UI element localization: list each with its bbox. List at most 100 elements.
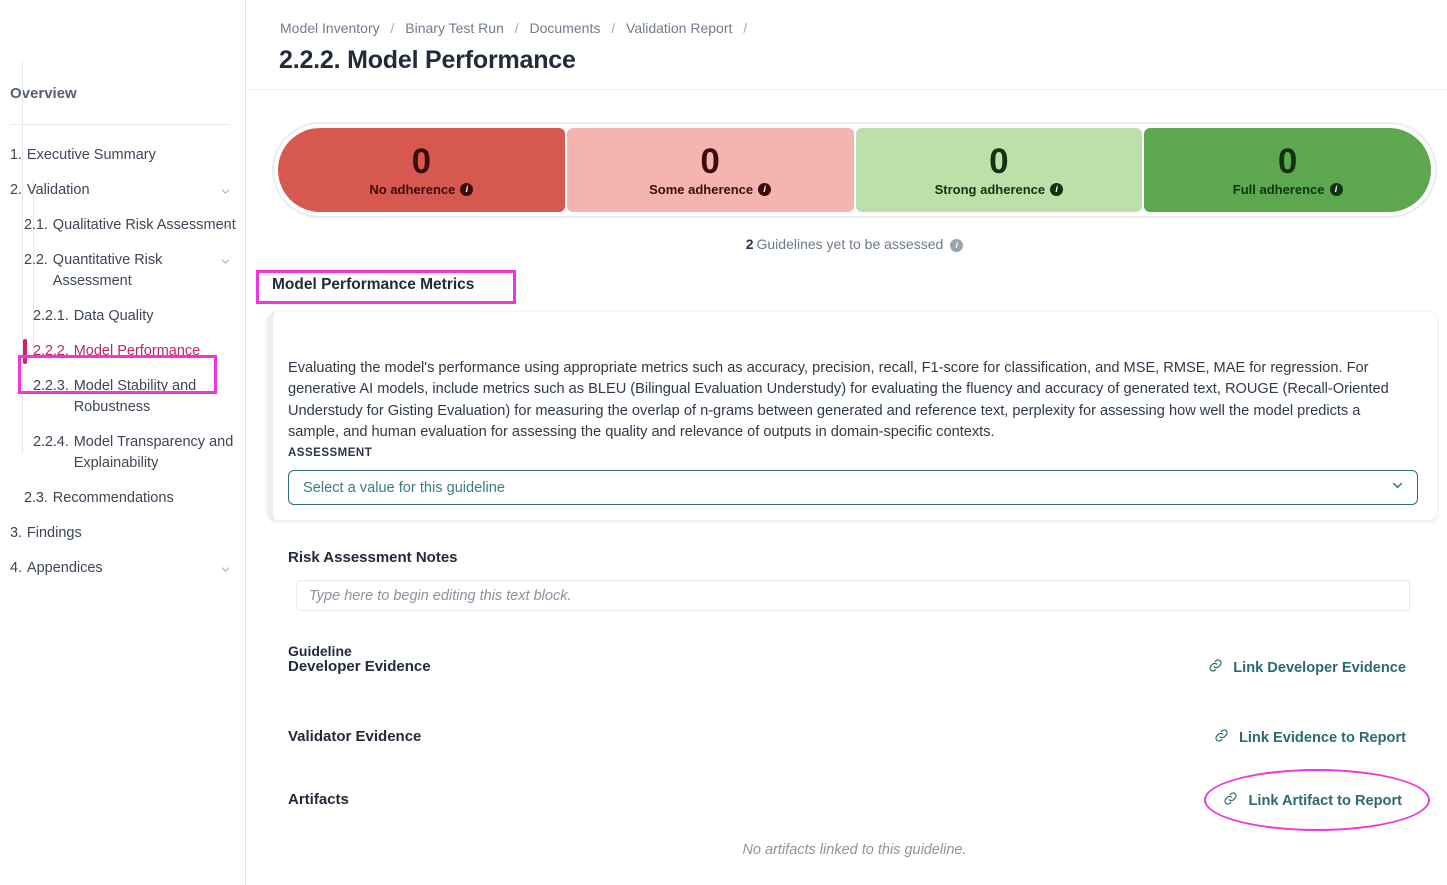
item-number: 1. <box>10 147 22 163</box>
assessment-select-placeholder: Select a value for this guideline <box>303 479 506 496</box>
sidebar-item-data-quality[interactable]: 2.2.1. Data Quality <box>0 306 246 327</box>
artifacts-empty-message: No artifacts linked to this guideline. <box>742 842 967 858</box>
assessment-label: ASSESSMENT <box>288 447 373 459</box>
pending-count: 2 <box>745 236 754 252</box>
sidebar-item-model-transparency-and-explainability[interactable]: 2.2.4. Model Transparency and Explainabi… <box>0 432 246 474</box>
link-artifact-to-report-button[interactable]: Link Artifact to Report <box>1222 790 1402 811</box>
item-label: Model Stability and Robustness <box>73 378 197 415</box>
item-label: Model Performance <box>73 343 201 359</box>
assessment-select[interactable]: Select a value for this guideline <box>288 470 1418 505</box>
breadcrumb-separator: / <box>514 20 519 36</box>
outline-guide-line-level3 <box>33 180 34 357</box>
breadcrumb-item-validation-report[interactable]: Validation Report <box>626 20 733 36</box>
adherence-segment-strong-adherence[interactable]: 0 Strong adherence i <box>855 128 1143 212</box>
link-evidence-to-report-button[interactable]: Link Evidence to Report <box>1213 727 1406 748</box>
segment-count: 0 <box>989 141 1009 181</box>
sidebar-item-validation[interactable]: 2. Validation <box>0 180 246 201</box>
sidebar-item-model-performance[interactable]: 2.2.2. Model Performance <box>0 339 246 364</box>
info-icon[interactable]: i <box>758 182 772 196</box>
breadcrumb-separator: / <box>390 20 395 36</box>
chevron-down-icon[interactable] <box>219 562 232 583</box>
info-icon[interactable]: i <box>950 238 964 252</box>
link-developer-evidence-label: Link Developer Evidence <box>1233 659 1406 676</box>
outline-nav: 1. Executive Summary 2. Validation 2.1. … <box>0 145 246 593</box>
segment-count: 0 <box>1277 141 1298 181</box>
chevron-down-icon[interactable] <box>1390 478 1405 498</box>
item-label: Model Transparency and Explainability <box>73 434 234 471</box>
segment-label-wrap: No adherence i <box>369 181 474 197</box>
artifacts-title: Artifacts <box>288 791 349 808</box>
info-icon[interactable]: i <box>460 182 474 196</box>
sidebar-item-quantitative-risk-assessment[interactable]: 2.2. Quantitative Risk Assessment <box>0 250 246 292</box>
sidebar-item-appendices[interactable]: 4. Appendices <box>0 558 246 579</box>
item-label: Findings <box>26 525 82 541</box>
item-number: 2.1. <box>24 217 48 233</box>
item-number: 2.2. <box>24 252 48 268</box>
overview-label: Overview <box>10 85 77 102</box>
sidebar-divider <box>10 124 230 125</box>
chevron-down-icon[interactable] <box>219 254 232 275</box>
validator-evidence-title: Validator Evidence <box>288 728 422 745</box>
guideline-title: Guideline <box>288 643 352 659</box>
sidebar-item-qualitative-risk-assessment[interactable]: 2.1. Qualitative Risk Assessment <box>0 215 246 236</box>
adherence-summary-bar: 0 No adherence i 0 Some adherence i 0 St… <box>272 122 1437 218</box>
segment-label: No adherence <box>369 181 456 197</box>
link-icon <box>1213 727 1230 748</box>
item-label: Qualitative Risk Assessment <box>52 217 236 233</box>
risk-assessment-notes-input[interactable]: Type here to begin editing this text blo… <box>296 580 1410 611</box>
link-artifact-to-report-label: Link Artifact to Report <box>1248 792 1402 809</box>
item-label: Executive Summary <box>26 147 156 163</box>
guidelines-pending-status: 2 Guidelines yet to be assessed i <box>272 236 1437 252</box>
chevron-down-icon[interactable] <box>219 219 232 240</box>
segment-label: Some adherence <box>649 181 754 197</box>
segment-count: 0 <box>700 141 720 181</box>
sidebar-item-model-stability-and-robustness[interactable]: 2.2.3. Model Stability and Robustness <box>0 376 246 418</box>
document-outline-sidebar: Overview 1. Executive Summary 2. Validat… <box>0 0 246 885</box>
breadcrumb-separator: / <box>611 20 616 36</box>
item-label: Recommendations <box>52 490 174 506</box>
sidebar-item-executive-summary[interactable]: 1. Executive Summary <box>0 145 246 166</box>
item-number: 4. <box>10 560 22 576</box>
sidebar-item-recommendations[interactable]: 2.3. Recommendations <box>0 488 246 509</box>
risk-assessment-notes-title: Risk Assessment Notes <box>288 549 458 566</box>
adherence-segment-full-adherence[interactable]: 0 Full adherence i <box>1144 128 1431 212</box>
info-icon[interactable]: i <box>1050 182 1064 196</box>
segment-label-wrap: Some adherence i <box>649 181 772 197</box>
notes-placeholder: Type here to begin editing this text blo… <box>309 587 572 604</box>
item-label: Appendices <box>26 560 103 576</box>
outline-guide-line-level2 <box>22 62 23 454</box>
breadcrumb: Model Inventory / Binary Test Run / Docu… <box>280 19 754 37</box>
item-number: 2.3. <box>24 490 48 506</box>
item-number: 2.2.4. <box>33 434 69 450</box>
breadcrumb-item-documents[interactable]: Documents <box>529 20 601 36</box>
segment-count: 0 <box>411 141 432 181</box>
segment-label: Strong adherence <box>934 181 1046 197</box>
link-icon <box>1207 657 1224 678</box>
segment-label-wrap: Full adherence i <box>1233 182 1343 197</box>
breadcrumb-item-binary-test-run[interactable]: Binary Test Run <box>405 20 504 36</box>
item-number: 2.2.2. <box>33 343 69 359</box>
info-icon[interactable]: i <box>1329 182 1343 196</box>
item-label: Quantitative Risk Assessment <box>52 252 163 289</box>
item-number: 2. <box>10 182 22 198</box>
breadcrumb-item-model-inventory[interactable]: Model Inventory <box>280 20 380 36</box>
breadcrumb-separator: / <box>743 20 748 36</box>
developer-evidence-title: Developer Evidence <box>288 658 431 675</box>
item-label: Validation <box>26 182 90 198</box>
pending-label: Guidelines yet to be assessed <box>756 236 944 252</box>
item-number: 2.2.3. <box>33 378 69 394</box>
adherence-segment-no-adherence[interactable]: 0 No adherence i <box>278 128 565 212</box>
guideline-text: Evaluating the model's performance using… <box>288 360 1389 440</box>
item-number: 2.2.1. <box>33 308 69 324</box>
adherence-segment-some-adherence[interactable]: 0 Some adherence i <box>566 128 854 212</box>
section-heading[interactable]: Model Performance Metrics <box>272 276 475 293</box>
link-developer-evidence-button[interactable]: Link Developer Evidence <box>1207 657 1406 678</box>
chevron-down-icon[interactable] <box>219 184 232 205</box>
link-icon <box>1222 790 1239 811</box>
link-evidence-to-report-label: Link Evidence to Report <box>1238 729 1406 746</box>
item-label: Data Quality <box>73 308 154 324</box>
active-indicator-bar <box>23 339 27 364</box>
page-title: 2.2.2. Model Performance <box>279 46 576 74</box>
sidebar-item-findings[interactable]: 3. Findings <box>0 523 246 544</box>
